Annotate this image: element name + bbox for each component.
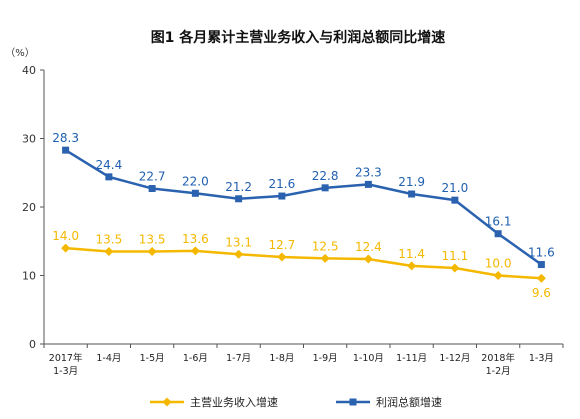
data-point xyxy=(104,247,114,257)
legend-marker xyxy=(349,398,357,406)
legend-item: 主营业务收入增速 xyxy=(150,395,278,409)
y-unit-label: （%） xyxy=(5,47,35,59)
series-layer xyxy=(61,146,546,283)
data-label: 13.5 xyxy=(96,233,123,247)
data-label: 11.6 xyxy=(528,246,555,260)
data-point xyxy=(105,173,113,181)
data-label: 12.4 xyxy=(355,240,382,254)
x-tick-label: 1-6月 xyxy=(183,353,208,364)
data-label: 9.6 xyxy=(532,286,551,300)
data-point xyxy=(493,271,503,280)
y-tick-label: 40 xyxy=(22,64,36,77)
data-point xyxy=(408,190,416,198)
data-point xyxy=(537,261,545,269)
series-2 xyxy=(62,146,545,269)
data-point xyxy=(450,263,460,273)
legend: 主营业务收入增速 利润总额增速 xyxy=(150,395,442,409)
data-point xyxy=(278,192,286,200)
data-point xyxy=(235,195,243,203)
x-tick-label: 1-8月 xyxy=(269,353,294,364)
x-tick-label: 1-4月 xyxy=(96,353,121,364)
x-tick-label: 1-9月 xyxy=(313,353,338,364)
data-point xyxy=(451,196,459,204)
data-label: 28.3 xyxy=(52,131,79,145)
data-point xyxy=(536,273,546,283)
data-label: 21.0 xyxy=(442,181,469,195)
y-tick-label: 30 xyxy=(22,133,36,146)
data-point xyxy=(190,246,200,256)
y-tick-label: 0 xyxy=(29,338,36,351)
data-label: 10.0 xyxy=(485,257,512,271)
data-label: 24.4 xyxy=(96,158,123,172)
x-tick-label: 1-7月 xyxy=(226,353,251,364)
data-point xyxy=(147,247,157,257)
data-labels: 14.0 13.5 13.5 13.6 13.1 12.7 12.5 12.4 11.4 11.1… xyxy=(52,131,554,300)
data-label: 21.2 xyxy=(225,180,252,194)
x-tick-label: 1-10月 xyxy=(353,353,384,364)
data-point xyxy=(62,146,70,154)
data-point xyxy=(148,185,156,193)
x-tick-label: 2017年 xyxy=(49,352,83,364)
data-label: 22.7 xyxy=(139,170,166,184)
series-1 xyxy=(61,243,546,283)
data-label: 14.0 xyxy=(52,229,79,243)
y-tick-label: 10 xyxy=(22,270,36,283)
x-tick-label: 1-5月 xyxy=(140,353,165,364)
data-label: 22.8 xyxy=(312,169,339,183)
data-point xyxy=(320,253,330,263)
chart-title: 图1 各月累计主营业务收入与利润总额同比增速 xyxy=(151,29,446,46)
legend-label: 利润总额增速 xyxy=(376,395,442,409)
x-tick-label: 1-12月 xyxy=(439,353,470,364)
data-point xyxy=(61,243,71,253)
x-tick-label: 1-3月 xyxy=(53,366,78,377)
data-point xyxy=(364,180,372,188)
legend-label: 主营业务收入增速 xyxy=(190,395,278,409)
data-point xyxy=(321,184,329,192)
data-label: 12.5 xyxy=(312,239,339,253)
legend-marker xyxy=(162,397,172,407)
x-tick-label: 1-2月 xyxy=(486,366,511,377)
legend-item: 利润总额增速 xyxy=(336,395,442,409)
data-label: 13.6 xyxy=(182,232,209,246)
series-line xyxy=(64,149,543,266)
data-point xyxy=(363,254,373,264)
y-tick-label: 20 xyxy=(22,201,36,214)
data-label: 21.6 xyxy=(269,177,296,191)
x-tick-label: 1-11月 xyxy=(396,353,427,364)
data-label: 11.1 xyxy=(442,249,469,263)
data-point xyxy=(407,261,417,271)
data-point xyxy=(494,230,502,238)
data-label: 23.3 xyxy=(355,165,382,179)
data-label: 21.9 xyxy=(398,175,425,189)
data-point xyxy=(191,189,199,197)
data-point xyxy=(234,249,244,259)
data-label: 22.0 xyxy=(182,174,209,188)
data-label: 13.1 xyxy=(225,235,252,249)
x-tick-label: 2018年 xyxy=(481,352,515,364)
x-tick-label: 1-3月 xyxy=(529,353,554,364)
data-label: 16.1 xyxy=(485,215,512,229)
data-point xyxy=(277,252,287,262)
data-label: 13.5 xyxy=(139,233,166,247)
axes: 0 10 20 30 40 2017年 1-3月 1-4月 1-5月 1-6月 1-7月 1-8月 1-… xyxy=(22,64,564,377)
series-line xyxy=(65,246,542,280)
data-label: 11.4 xyxy=(398,247,425,261)
data-label: 12.7 xyxy=(269,238,296,252)
